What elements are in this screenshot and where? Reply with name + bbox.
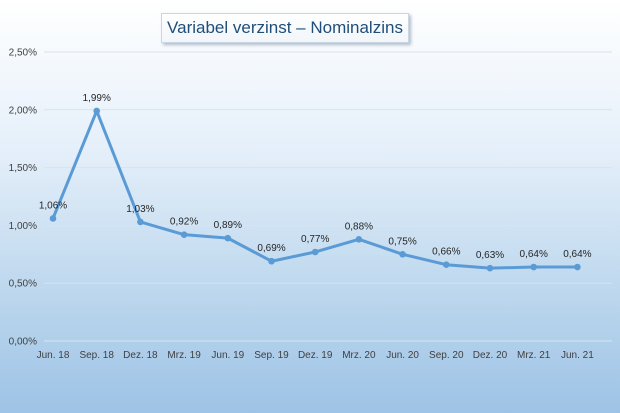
data-point [530,263,537,271]
data-point [93,107,100,115]
data-point [311,248,319,256]
x-tick-label: Jun. 18 [37,350,70,361]
data-label: 0,92% [170,217,198,228]
data-label: 0,64% [520,249,548,260]
data-label: 0,64% [563,249,591,260]
data-label: 0,88% [345,221,373,232]
x-tick-label: Jun. 19 [211,350,244,361]
y-tick-label: 2,50% [9,48,37,59]
data-point [399,251,406,258]
x-tick-label: Sep. 20 [429,350,464,361]
data-point [224,234,232,242]
x-tick-label: Sep. 18 [79,350,114,361]
chart-title: Variabel verzinst – Nominalzins [167,18,403,37]
data-point [180,231,188,238]
data-label: 0,89% [214,220,242,231]
x-tick-label: Dez. 19 [298,350,333,361]
x-tick-label: Mrz. 19 [167,350,201,361]
x-tick-label: Mrz. 21 [517,350,551,361]
data-point [49,215,57,222]
data-label: 1,99% [83,93,111,104]
data-point [137,218,144,226]
y-tick-label: 2,00% [9,105,37,116]
data-point [355,235,363,243]
y-tick-label: 1,50% [9,163,37,174]
chart-title-box: Variabel verzinst – Nominalzins [161,13,409,43]
x-tick-label: Sep. 19 [254,350,289,361]
data-label: 1,06% [39,200,67,211]
data-point [268,257,275,265]
x-tick-label: Jun. 20 [386,350,419,361]
x-tick-label: Dez. 18 [123,350,158,361]
y-tick-label: 0,50% [9,279,37,290]
x-tick-label: Jun. 21 [561,350,594,361]
data-label: 0,77% [301,234,329,245]
x-tick-label: Dez. 20 [473,350,508,361]
data-point [486,264,494,272]
y-tick-label: 0,00% [9,337,37,348]
data-point [443,261,450,269]
data-point [574,263,581,271]
data-label: 0,63% [476,250,504,261]
data-label: 0,75% [388,236,416,247]
x-tick-label: Mrz. 20 [342,350,376,361]
y-tick-label: 1,00% [9,221,37,232]
data-label: 0,66% [432,247,460,258]
data-label: 0,69% [257,243,285,254]
data-label: 1,03% [126,204,154,215]
